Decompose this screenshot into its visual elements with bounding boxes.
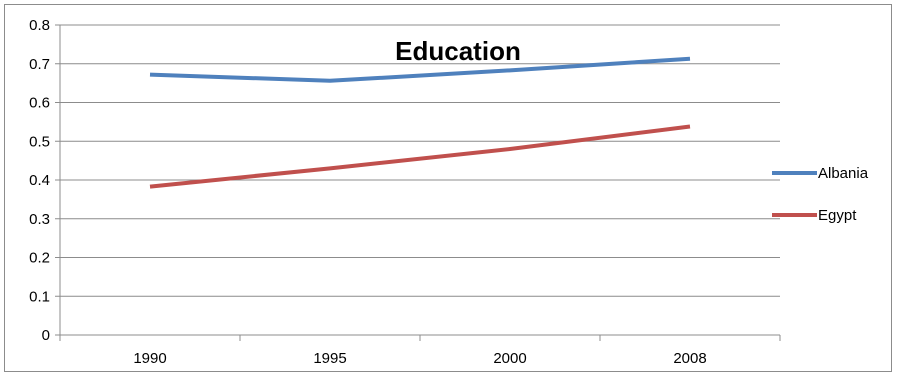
x-tick-label-1990: 1990 <box>133 350 166 367</box>
y-tick-label-4: 0.4 <box>29 172 50 189</box>
chart-title: Education <box>395 36 521 66</box>
y-tick-label-3: 0.3 <box>29 211 50 228</box>
y-tick-label-1: 0.1 <box>29 288 50 305</box>
y-tick-label-8: 0.8 <box>29 17 50 34</box>
y-axis-ticks: 0 0.1 0.2 0.3 0.4 0.5 0.6 0.7 0.8 <box>29 17 60 344</box>
series-lines <box>149 56 691 189</box>
legend: Albania Egypt <box>772 165 869 224</box>
gridlines <box>60 24 780 297</box>
x-tick-label-1995: 1995 <box>313 350 346 367</box>
y-tick-label-2: 0.2 <box>29 250 50 267</box>
y-tick-label-7: 0.7 <box>29 56 50 73</box>
x-tick-label-2000: 2000 <box>493 350 526 367</box>
legend-label-egypt: Egypt <box>818 207 857 224</box>
series-line-albania <box>149 56 691 83</box>
y-tick-label-6: 0.6 <box>29 95 50 112</box>
x-axis-ticks: 1990 1995 2000 2008 <box>59 335 781 367</box>
legend-label-albania: Albania <box>818 165 869 182</box>
y-tick-label-0: 0 <box>42 327 50 344</box>
x-tick-label-2008: 2008 <box>673 350 706 367</box>
y-tick-label-5: 0.5 <box>29 133 50 150</box>
series-line-egypt <box>149 124 691 189</box>
